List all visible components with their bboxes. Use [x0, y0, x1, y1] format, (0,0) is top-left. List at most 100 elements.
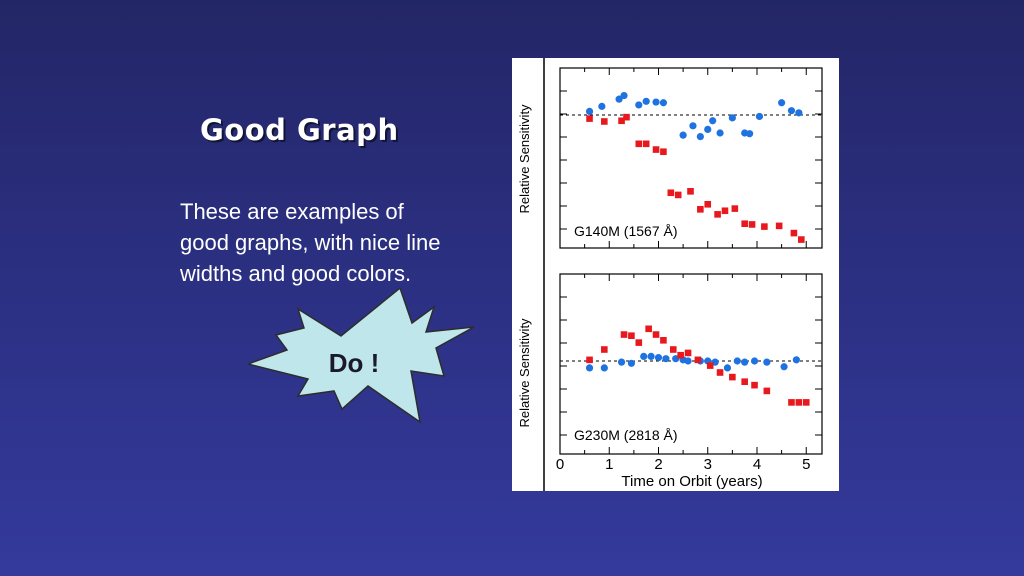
red-data-point	[642, 140, 650, 148]
red-data-point	[645, 325, 652, 333]
blue-data-point	[627, 359, 636, 367]
red-data-point	[635, 339, 643, 346]
blue-data-point	[662, 355, 670, 363]
red-data-point	[667, 189, 675, 197]
callout-text: Do !	[329, 348, 380, 378]
starburst-shape: Do !	[245, 286, 475, 424]
ylabel-panel-1: Relative Sensitivity	[517, 104, 532, 214]
blue-data-point	[615, 95, 623, 103]
red-data-point	[652, 146, 660, 153]
blue-data-point	[696, 133, 704, 141]
red-data-point	[601, 118, 608, 125]
panel-g230m: Relative Sensitivity G230M (2818 Å) 0 1 2 3…	[517, 273, 823, 490]
panel-label-1: G140M (1567 Å)	[574, 223, 678, 239]
red-data-point	[586, 356, 593, 364]
marks-panel-1	[585, 91, 805, 243]
blue-data-point	[733, 357, 741, 365]
blue-data-point	[741, 358, 749, 366]
red-data-point	[721, 207, 729, 215]
sensitivity-chart: Relative Sensitivity G140M (1567 Å) Rela…	[517, 58, 823, 491]
blue-data-point	[640, 352, 648, 360]
x-tick-label: 5	[802, 456, 810, 473]
red-data-point	[802, 399, 810, 406]
red-data-point	[741, 378, 748, 385]
blue-data-point	[684, 357, 692, 365]
red-data-point	[684, 349, 692, 357]
plot-frame-2	[559, 273, 823, 455]
blue-data-point	[778, 99, 786, 107]
red-data-point	[716, 369, 724, 376]
red-data-point	[687, 188, 694, 195]
red-data-point	[694, 356, 702, 364]
red-data-point	[586, 115, 593, 122]
blue-data-point	[585, 107, 594, 115]
red-data-point	[798, 236, 805, 243]
blue-data-point	[585, 364, 594, 372]
x-tick-label: 3	[704, 456, 712, 473]
red-data-point	[674, 191, 682, 199]
starburst-outline	[245, 286, 475, 424]
blue-data-point	[795, 109, 803, 117]
x-tick-label: 4	[753, 456, 761, 473]
red-data-point	[729, 373, 736, 381]
red-data-point	[618, 117, 625, 125]
red-data-point	[623, 113, 630, 121]
blue-data-point	[679, 131, 687, 139]
plot-frame-1	[559, 67, 823, 249]
red-data-point	[795, 399, 803, 406]
red-data-point	[677, 351, 684, 359]
blue-data-point	[763, 358, 771, 366]
x-tick-label: 2	[654, 456, 662, 473]
blue-data-point	[716, 129, 724, 137]
panel-label-2: G230M (2818 Å)	[574, 427, 678, 443]
blue-data-point	[620, 91, 628, 100]
blue-data-point	[647, 352, 655, 360]
blue-data-point	[787, 107, 796, 115]
blue-data-point	[709, 117, 717, 125]
red-data-point	[704, 200, 712, 208]
blue-data-point	[728, 114, 736, 122]
blue-data-point	[755, 112, 764, 121]
red-data-point	[788, 399, 795, 406]
red-data-point	[669, 346, 677, 353]
blue-data-point	[750, 357, 759, 365]
blue-data-point	[792, 356, 800, 364]
blue-data-point	[652, 98, 660, 106]
marks-panel-2	[585, 325, 810, 406]
red-data-point	[652, 331, 660, 338]
ylabel-panel-2: Relative Sensitivity	[517, 318, 532, 428]
red-data-point	[697, 206, 704, 213]
blue-data-point	[689, 122, 697, 130]
red-data-point	[751, 381, 758, 389]
blue-data-point	[598, 102, 606, 110]
blue-data-point	[617, 358, 626, 366]
blue-data-point	[642, 97, 650, 105]
x-tick-label: 1	[605, 456, 613, 473]
ticks-panel-1	[559, 68, 822, 248]
red-data-point	[706, 362, 714, 369]
red-data-point	[761, 223, 768, 230]
red-data-point	[628, 332, 635, 339]
red-data-point	[741, 220, 748, 228]
red-data-point	[660, 337, 667, 344]
red-data-point	[635, 140, 643, 148]
slide-title: Good Graph	[200, 113, 399, 147]
blue-data-point	[746, 130, 754, 138]
blue-data-point	[635, 101, 643, 109]
blue-data-point	[780, 363, 788, 371]
blue-data-point	[723, 364, 732, 372]
do-callout-burst: Do !	[245, 286, 478, 424]
ticks-panel-2	[559, 274, 822, 454]
red-data-point	[601, 346, 608, 353]
blue-data-point	[600, 364, 608, 372]
slide-body-text: These are examples of good graphs, with …	[180, 199, 441, 286]
red-data-point	[714, 211, 721, 218]
x-tick-labels: 0 1 2 3 4 5	[556, 456, 811, 473]
blue-data-point	[654, 353, 663, 362]
red-data-point	[763, 387, 771, 395]
red-data-point	[620, 331, 628, 338]
panel-g140m: Relative Sensitivity G140M (1567 Å)	[517, 67, 823, 249]
red-data-point	[748, 221, 756, 228]
blue-data-point	[659, 99, 668, 107]
x-axis-label: Time on Orbit (years)	[621, 473, 762, 490]
